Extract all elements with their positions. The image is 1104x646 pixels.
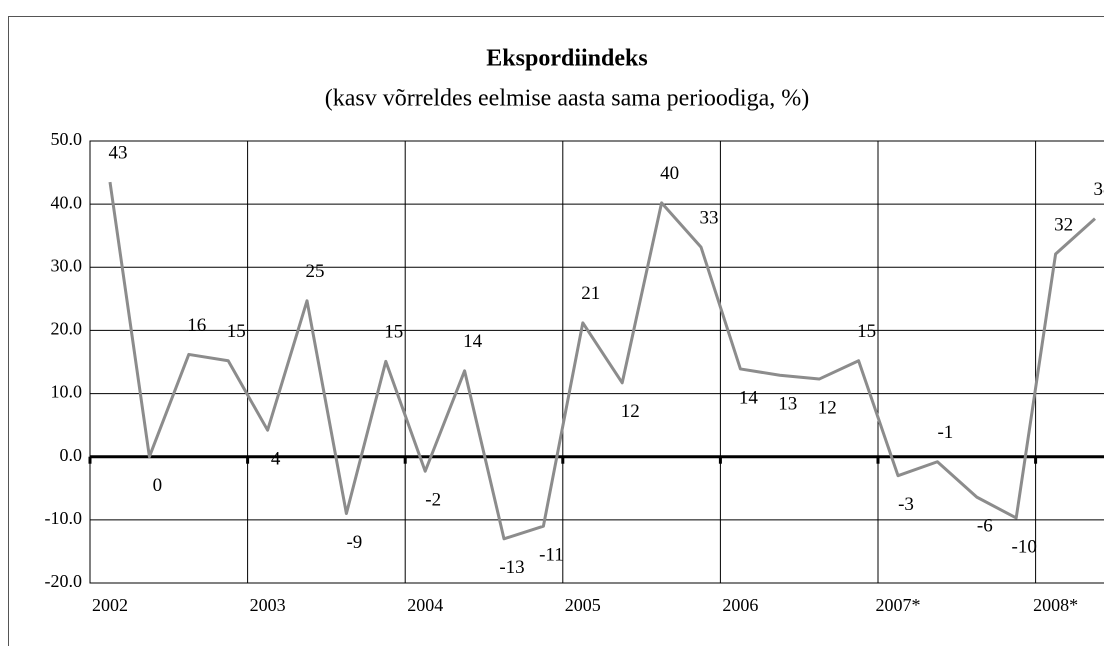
data-label: 14 (739, 387, 759, 408)
data-label: 40 (660, 163, 679, 184)
data-label: -10 (1012, 536, 1037, 557)
x-tick-label: 2005 (565, 595, 601, 615)
chart-title: Ekspordiindeks (486, 46, 647, 72)
data-label: 12 (818, 397, 837, 418)
y-tick-label: 40.0 (51, 192, 83, 212)
data-label: 33 (700, 207, 719, 228)
data-label: 38 (1094, 179, 1104, 200)
chart-frame (8, 16, 1104, 646)
data-label: 16 (187, 315, 206, 336)
data-label: -11 (539, 545, 564, 566)
y-tick-label: 50.0 (51, 129, 83, 149)
data-label: 4 (271, 449, 281, 470)
x-tick-label: 2002 (92, 595, 128, 615)
data-label: 0 (153, 475, 163, 496)
y-tick-label: 20.0 (51, 319, 83, 339)
x-tick-label: 2003 (250, 595, 286, 615)
y-tick-label: 10.0 (51, 382, 83, 402)
line-series (108, 181, 1097, 541)
data-label: 13 (778, 394, 797, 415)
data-label: -1 (937, 422, 953, 443)
data-label: 12 (621, 401, 640, 422)
x-tick-label: 2008* (1033, 595, 1078, 615)
data-label: -3 (898, 494, 914, 515)
data-label: 43 (109, 142, 128, 163)
x-tick-label: 2007* (876, 595, 921, 615)
data-label: 15 (384, 322, 403, 343)
chart-subtitle: (kasv võrreldes eelmise aasta sama perio… (325, 86, 809, 112)
data-label: -13 (499, 557, 524, 578)
data-label: 25 (306, 261, 325, 282)
x-tick-label: 2004 (407, 595, 443, 615)
y-tick-label: -20.0 (45, 571, 83, 591)
y-tick-label: 30.0 (51, 255, 83, 275)
data-label: -9 (346, 532, 362, 553)
data-label: 21 (581, 283, 600, 304)
data-label: 15 (857, 321, 876, 342)
x-tick-label: 2006 (722, 595, 758, 615)
y-tick-label: 0.0 (60, 445, 83, 465)
data-label: 15 (227, 321, 246, 342)
data-label: -6 (977, 515, 993, 536)
data-label: 32 (1054, 214, 1073, 235)
data-label: -2 (425, 490, 441, 511)
data-label: 14 (463, 331, 483, 352)
y-tick-label: -10.0 (45, 508, 83, 528)
